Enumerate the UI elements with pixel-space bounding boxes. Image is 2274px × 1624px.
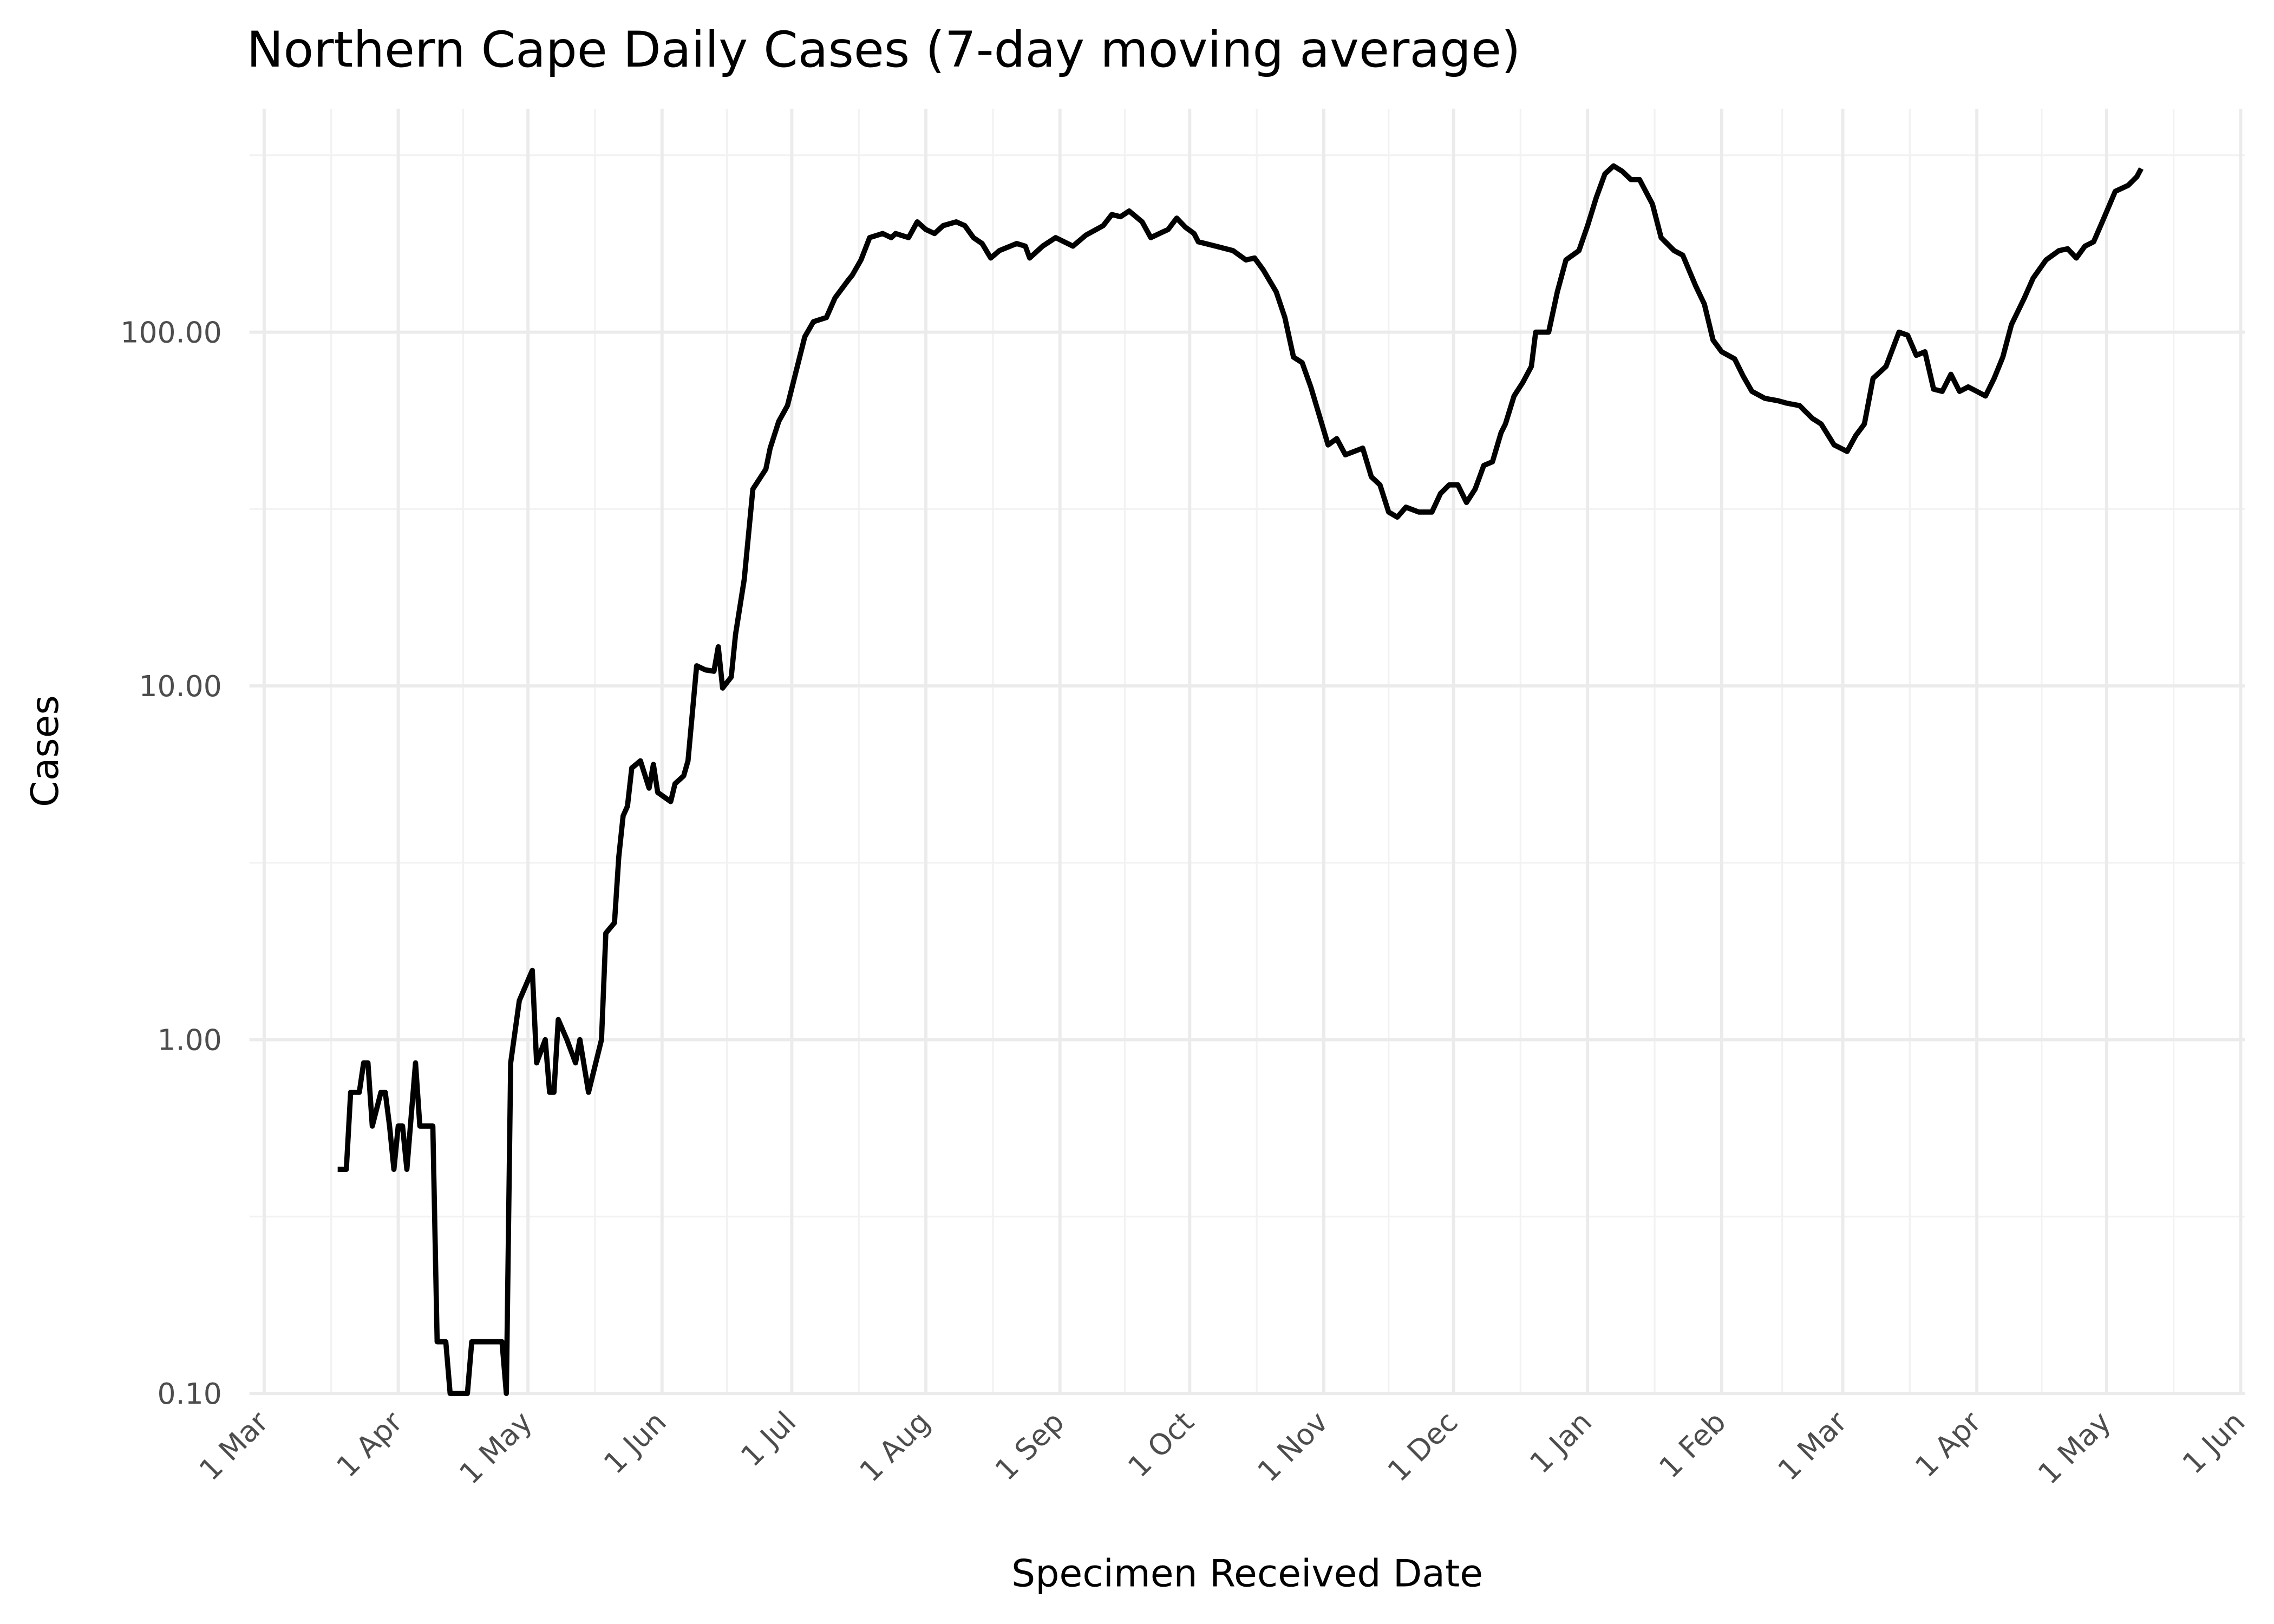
y-axis-title: Cases [23,695,67,807]
y-tick-label: 0.10 [158,1377,222,1411]
plot [337,163,2144,1396]
grid [249,108,2245,1396]
y-tick-label: 100.00 [120,315,221,349]
line [337,163,2144,1396]
x-axis-title: Specimen Received Date [1011,1551,1483,1595]
y-tick-label: 1.00 [158,1023,222,1057]
y-tick-label: 10.00 [139,669,221,703]
chart-title: Northern Cape Daily Cases (7-day moving … [246,21,1520,78]
